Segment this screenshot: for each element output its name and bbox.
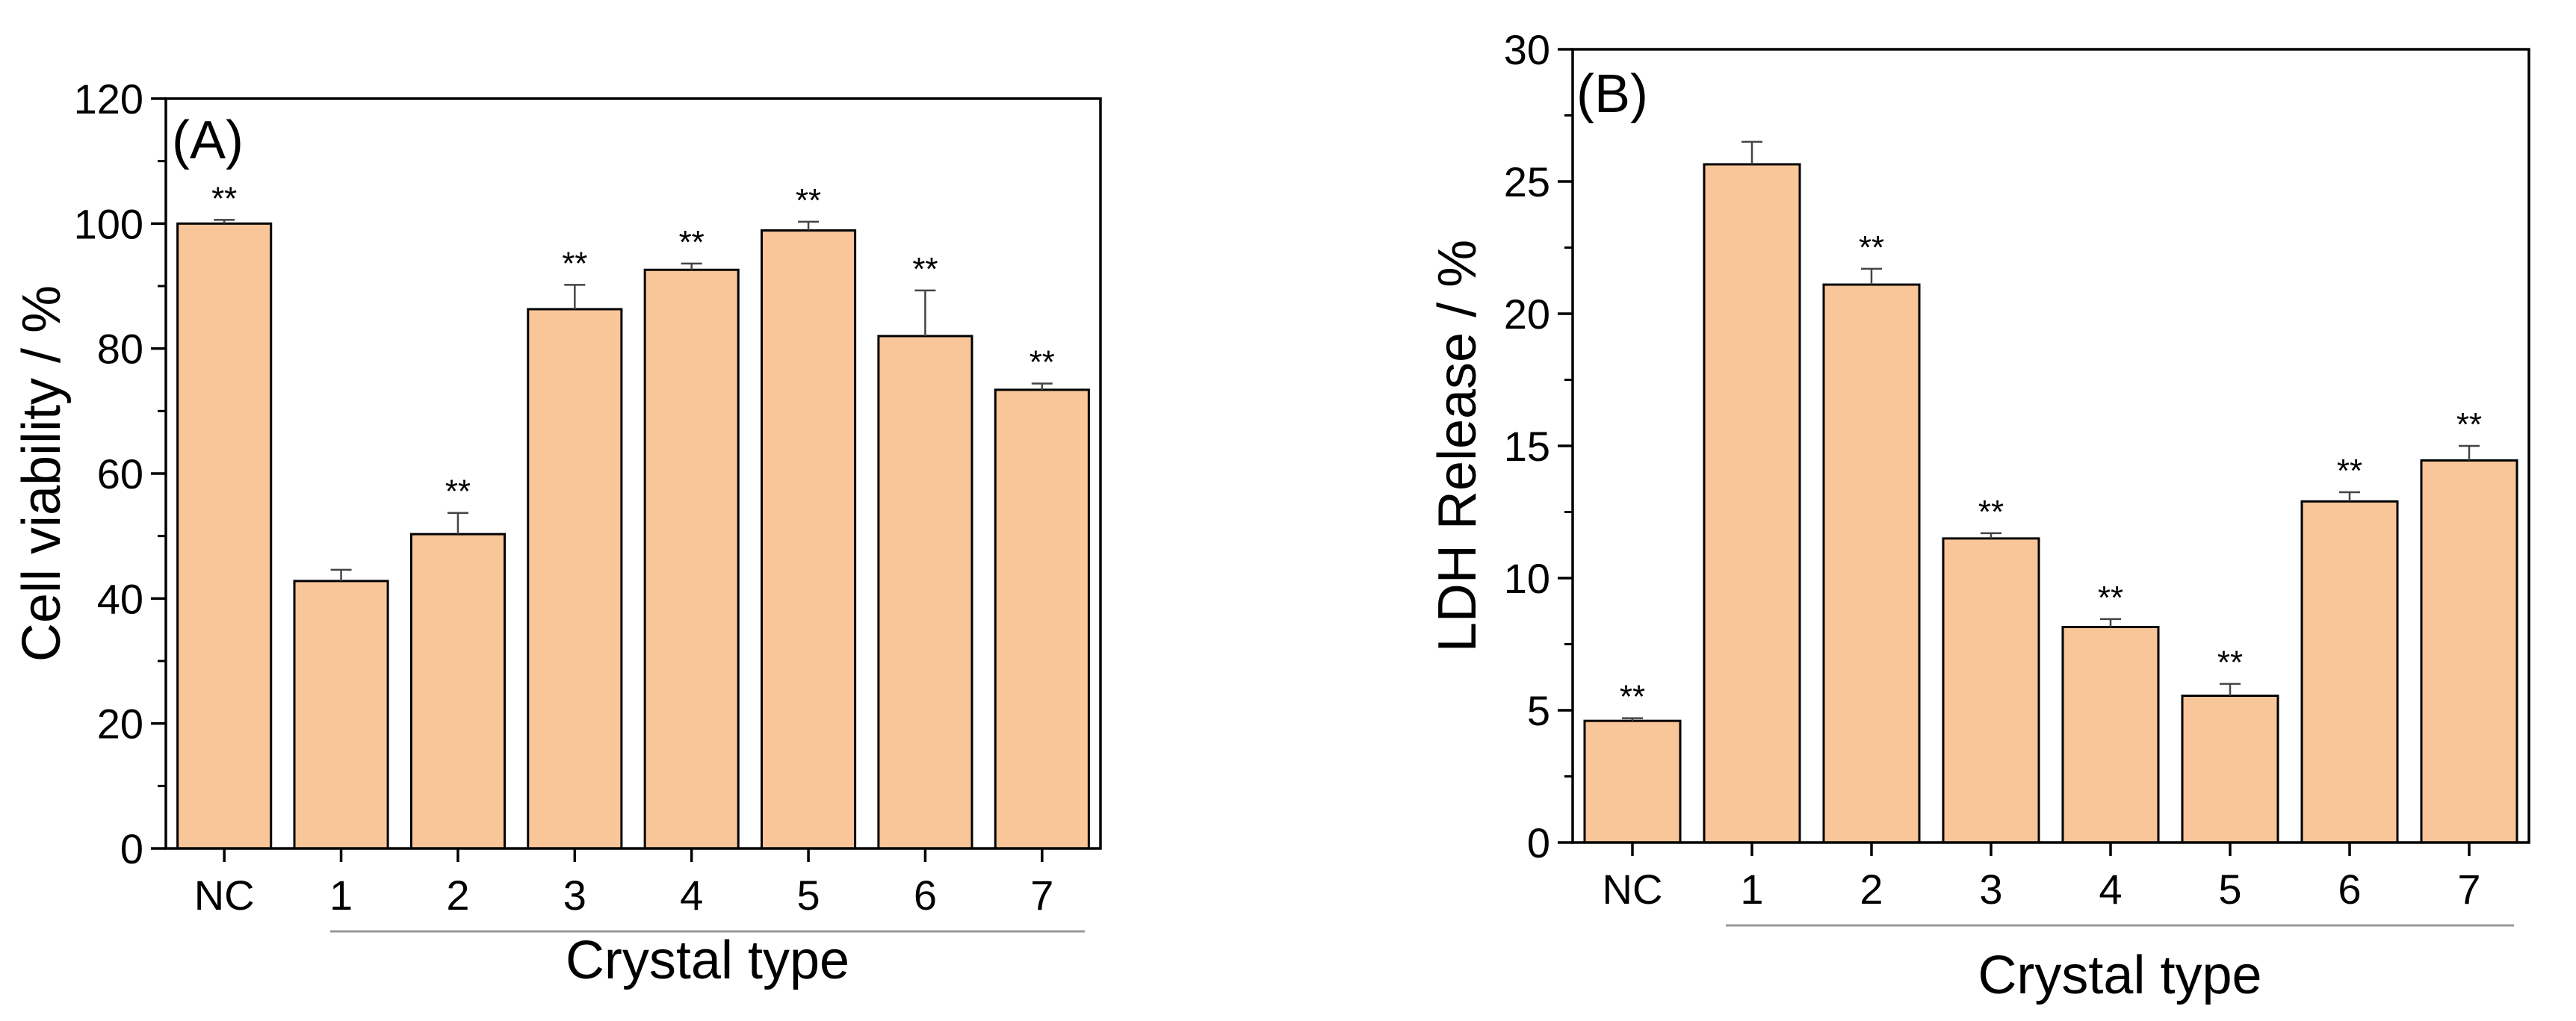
y-tick-label: 15 [1504, 423, 1550, 470]
bar-3 [1942, 537, 2040, 844]
bar-NC [1583, 719, 1682, 844]
x-tick-label-NC: NC [194, 872, 255, 919]
bar-6 [877, 335, 973, 850]
significance-mark-6: ** [912, 251, 938, 288]
panel-label: (A) [172, 111, 244, 170]
significance-mark-5: ** [796, 182, 821, 219]
bar-NC [176, 222, 273, 850]
x-tick-label-1: 1 [1740, 866, 1763, 913]
y-tick-label: 60 [97, 450, 143, 497]
bar-1 [1703, 163, 1801, 844]
y-tick-label: 80 [97, 326, 143, 373]
x-tick-label-6: 6 [914, 872, 937, 919]
x-tick-label-7: 7 [2457, 866, 2480, 913]
bar-2 [1822, 283, 1921, 844]
x-tick-label-4: 4 [680, 872, 703, 919]
y-tick-label: 25 [1504, 158, 1550, 205]
significance-mark-2: ** [1859, 229, 1884, 266]
significance-mark-7: ** [2456, 406, 2482, 443]
x-tick-label-3: 3 [1979, 866, 2002, 913]
x-axis-title: Crystal type [1978, 946, 2261, 1005]
significance-mark-2: ** [445, 474, 471, 510]
significance-mark-5: ** [2217, 645, 2243, 681]
bar-7 [2420, 459, 2518, 844]
significance-mark-3: ** [1978, 494, 2004, 530]
y-tick-label: 40 [97, 575, 143, 622]
bar-5 [761, 229, 857, 850]
x-tick-label-4: 4 [2099, 866, 2122, 913]
bar-1 [293, 580, 389, 850]
y-tick-label: 20 [1504, 291, 1550, 338]
panel-label: (B) [1576, 64, 1648, 124]
y-axis-title: LDH Release / % [1428, 240, 1487, 652]
y-tick-label: 5 [1527, 687, 1550, 734]
significance-mark-NC: ** [211, 180, 237, 217]
x-tick-label-3: 3 [563, 872, 586, 919]
y-tick-label: 10 [1504, 555, 1550, 602]
x-tick-label-5: 5 [796, 872, 820, 919]
bar-4 [2061, 625, 2160, 844]
y-tick-label: 100 [74, 200, 143, 247]
x-tick-label-1: 1 [329, 872, 353, 919]
x-tick-label-2: 2 [1860, 866, 1883, 913]
significance-mark-4: ** [2098, 580, 2123, 616]
panel-a-cell-viability-chart: ** ** ** ** ** ** ** 0 20 40 60 80 100 120 NC 1 2 3 4 5 6 7 Cr… [12, 75, 1102, 990]
significance-mark-NC: ** [1620, 679, 1645, 716]
x-tick-label-NC: NC [1603, 866, 1663, 913]
y-tick-label: 20 [97, 701, 143, 748]
y-tick-label: 0 [1527, 819, 1550, 866]
significance-mark-7: ** [1030, 344, 1055, 381]
bar-6 [2300, 500, 2399, 844]
significance-mark-6: ** [2337, 453, 2362, 489]
x-axis-title: Crystal type [566, 931, 849, 990]
x-tick-label-6: 6 [2338, 866, 2361, 913]
bar-7 [994, 388, 1090, 850]
bar-5 [2181, 695, 2279, 844]
panel-b-ldh-release-chart: ** ** ** ** ** ** ** 0 5 10 15 20 25 30 NC 1 2 3 4 5 6 7 Cryst… [1428, 26, 2530, 1005]
significance-mark-4: ** [679, 224, 705, 261]
bar-2 [409, 533, 506, 850]
y-tick-label: 120 [74, 75, 143, 122]
x-tick-label-2: 2 [446, 872, 469, 919]
bar-3 [527, 308, 623, 850]
y-tick-label: 30 [1504, 26, 1550, 73]
x-tick-label-7: 7 [1030, 872, 1053, 919]
bar-4 [643, 268, 740, 850]
y-axis-title: Cell viability / % [12, 285, 72, 662]
significance-mark-3: ** [562, 245, 587, 282]
y-tick-label: 0 [120, 825, 143, 872]
x-tick-label-5: 5 [2218, 866, 2241, 913]
